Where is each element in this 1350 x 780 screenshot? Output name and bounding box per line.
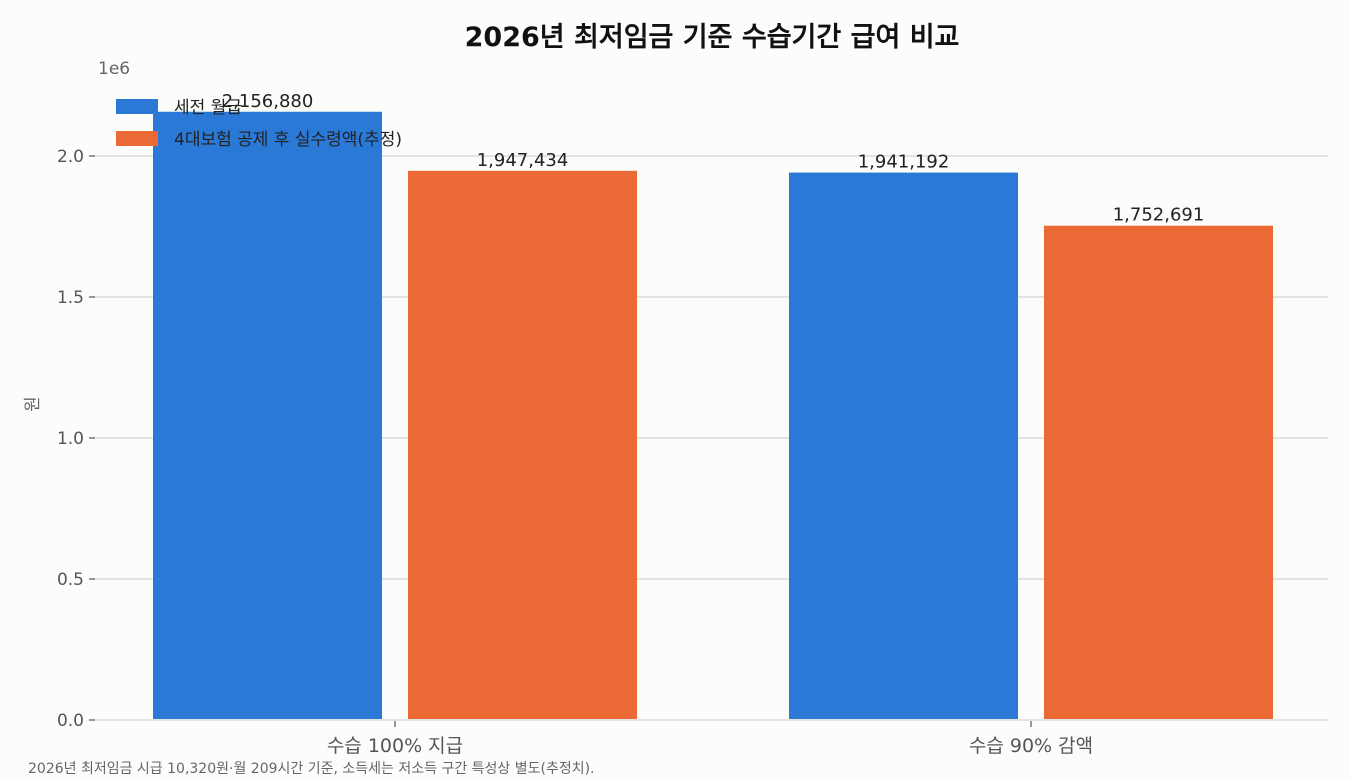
bar: [408, 170, 637, 720]
data-label: 1,947,434: [477, 150, 569, 171]
data-label: 2,156,880: [222, 91, 314, 112]
bar: [153, 111, 382, 721]
bar: [789, 172, 1018, 720]
y-scale-label: 1e6: [98, 59, 130, 79]
footnote: 2026년 최저임금 시급 10,320원·월 209시간 기준, 소득세는 저…: [28, 761, 595, 777]
y-tick-label: 1.5: [57, 288, 84, 308]
y-tick-label: 2.0: [57, 147, 84, 167]
legend-swatch: [116, 131, 158, 146]
y-axis-ticks: 0.0 0.5 1.0 1.5 2.0: [57, 147, 95, 731]
legend-swatch: [116, 99, 158, 114]
y-tick-label: 0.5: [57, 570, 84, 590]
data-label: 1,941,192: [858, 152, 950, 173]
legend-label: 4대보험 공제 후 실수령액(추정): [174, 130, 402, 150]
bars: 2,156,880 1,947,434 1,941,192 1,752,691: [153, 91, 1273, 721]
y-tick-label: 0.0: [57, 711, 84, 731]
y-tick-label: 1.0: [57, 429, 84, 449]
chart-title: 2026년 최저임금 기준 수습기간 급여 비교: [465, 22, 960, 53]
x-tick-label: 수습 100% 지급: [327, 735, 463, 757]
data-label: 1,752,691: [1113, 205, 1205, 226]
bar: [1044, 225, 1273, 720]
x-tick-label: 수습 90% 감액: [969, 735, 1093, 757]
y-axis-label: 원: [23, 396, 43, 412]
x-axis-ticks: 수습 100% 지급 수습 90% 감액: [95, 719, 1328, 757]
legend: 세전 월급 4대보험 공제 후 실수령액(추정): [116, 98, 402, 150]
legend-label: 세전 월급: [174, 98, 242, 118]
